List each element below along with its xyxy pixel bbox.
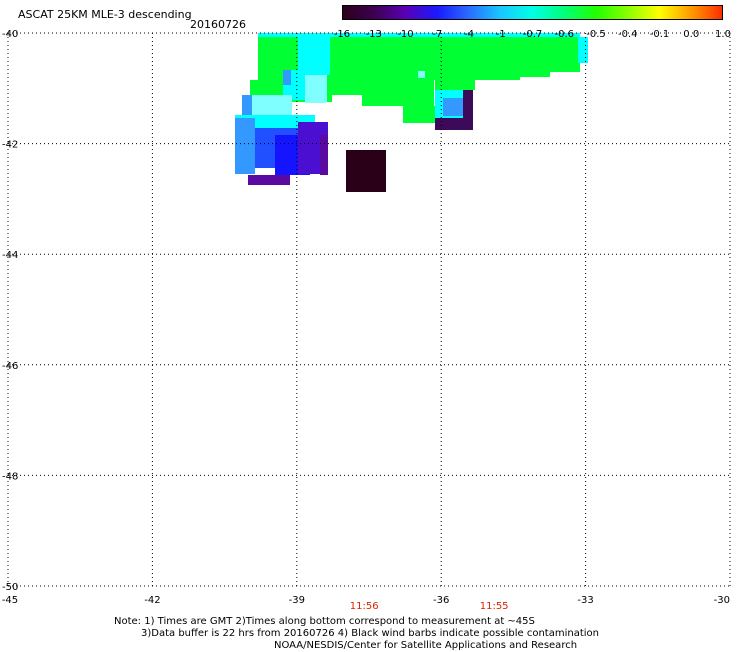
data-cell xyxy=(250,95,292,115)
colorbar-tick-label: -0.4 xyxy=(618,29,638,39)
colorbar-tick-label: -13 xyxy=(366,29,382,39)
longitude-label: -45 xyxy=(2,595,18,606)
longitude-label: -30 xyxy=(714,595,730,606)
longitude-label: -36 xyxy=(433,595,449,606)
colorbar-tick-label: -4 xyxy=(464,29,474,39)
latitude-label: -48 xyxy=(2,471,18,482)
data-cell xyxy=(403,106,435,123)
colorbar-tick-label: 1.0 xyxy=(715,29,731,39)
colorbar-tick-label: -0.5 xyxy=(586,29,606,39)
data-cell xyxy=(435,80,475,90)
data-cell xyxy=(443,98,465,116)
data-cell xyxy=(242,95,252,115)
data-cell xyxy=(435,118,473,130)
data-cell xyxy=(258,72,520,80)
latitude-label: -40 xyxy=(2,29,18,40)
time-label: 11:55 xyxy=(480,601,509,612)
latitude-label: -46 xyxy=(2,361,18,372)
data-cell xyxy=(346,150,386,192)
data-cell xyxy=(332,80,362,95)
data-cell xyxy=(258,33,580,37)
colorbar-tick-labels: -16 -13 -10 -7 -4 -1 -0.7 -0.6 -0.5 -0.4 -0.1 0.0 1.… xyxy=(334,29,731,39)
colorbar-tick-label: -16 xyxy=(334,29,350,39)
data-cell xyxy=(418,71,425,78)
note-line-1: Note: 1) Times are GMT 2)Times along bot… xyxy=(114,616,535,627)
time-labels: 11:56 11:55 xyxy=(350,601,509,612)
latitude-labels: -40 -42 -44 -46 -48 -50 xyxy=(2,29,18,593)
data-cell xyxy=(235,118,255,174)
colorbar-frame xyxy=(342,5,723,20)
colorbar xyxy=(342,5,723,20)
longitude-label: -39 xyxy=(289,595,305,606)
note-line-2: 3)Data buffer is 22 hrs from 20160726 4)… xyxy=(141,628,599,639)
colorbar-tick-label: -1 xyxy=(496,29,506,39)
data-cell xyxy=(362,80,434,106)
colorbar-tick-label: -10 xyxy=(397,29,413,39)
footnotes: Note: 1) Times are GMT 2)Times along bot… xyxy=(114,616,599,652)
data-cell xyxy=(578,37,588,63)
longitude-label: -33 xyxy=(577,595,593,606)
colorbar-tick-label: -0.7 xyxy=(523,29,543,39)
data-cell xyxy=(248,175,290,185)
data-cell xyxy=(305,75,327,103)
colorbar-tick-label: -7 xyxy=(432,29,442,39)
colorbar-tick-label: -0.6 xyxy=(554,29,574,39)
note-line-3: NOAA/NESDIS/Center for Satellite Applica… xyxy=(274,640,578,651)
colorbar-gradient xyxy=(342,5,723,20)
longitude-labels: -45 -42 -39 -36 -33 -30 xyxy=(2,595,730,606)
map-date: 20160726 xyxy=(190,18,246,31)
time-label: 11:56 xyxy=(350,601,379,612)
data-cell xyxy=(520,72,550,77)
map-title: ASCAT 25KM MLE-3 descending xyxy=(18,8,192,21)
data-cell xyxy=(463,90,473,120)
data-cell xyxy=(298,35,330,75)
grid-lines xyxy=(7,32,731,587)
latitude-label: -42 xyxy=(2,140,18,151)
latitude-label: -50 xyxy=(2,582,18,593)
data-cell xyxy=(320,135,328,175)
longitude-label: -42 xyxy=(144,595,160,606)
data-cells xyxy=(235,33,588,192)
colorbar-tick-label: 0.0 xyxy=(683,29,699,39)
colorbar-tick-label: -0.1 xyxy=(650,29,670,39)
data-cell xyxy=(283,70,291,85)
latitude-label: -44 xyxy=(2,250,18,261)
